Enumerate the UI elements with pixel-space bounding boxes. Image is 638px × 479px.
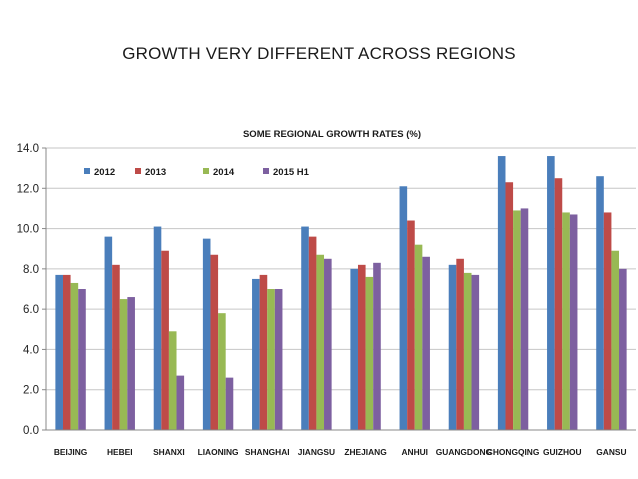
bar-jiangsu-2015-h1 — [324, 258, 332, 430]
bar-shanxi-2015-h1 — [176, 375, 185, 430]
bars — [55, 156, 627, 431]
bar-guizhou-2014 — [562, 212, 570, 430]
bar-gansu-2014 — [611, 250, 620, 430]
y-tick-label: 12.0 — [17, 183, 39, 195]
bar-jiangsu-2012 — [301, 226, 309, 430]
x-tick-label: ZHEJIANG — [344, 447, 386, 457]
bar-chongqing-2013 — [505, 182, 514, 430]
bar-beijing-2012 — [55, 274, 63, 430]
bar-guangdong-2014 — [463, 272, 472, 430]
bar-chongqing-2015-h1 — [520, 208, 529, 430]
x-tick-label: GUANGDONG — [436, 447, 492, 457]
bar-gansu-2013 — [603, 212, 612, 430]
bar-guangdong-2013 — [456, 258, 464, 430]
x-tick-label: GANSU — [596, 447, 626, 457]
bar-hebei-2012 — [104, 236, 113, 430]
bar-liaoning-2012 — [202, 238, 211, 430]
bar-hebei-2013 — [112, 264, 120, 430]
bar-zhejiang-2013 — [357, 264, 366, 430]
bar-guizhou-2015-h1 — [569, 214, 578, 430]
bar-shanghai-2014 — [267, 289, 275, 430]
bar-jiangsu-2013 — [308, 236, 317, 430]
bar-liaoning-2015-h1 — [225, 377, 234, 430]
bar-shanghai-2012 — [252, 278, 260, 430]
bar-anhui-2013 — [407, 220, 415, 430]
bar-beijing-2013 — [62, 274, 71, 430]
bar-zhejiang-2015-h1 — [373, 262, 381, 430]
legend-label: 2013 — [145, 167, 166, 178]
x-tick-label: LIAONING — [198, 447, 239, 457]
bar-shanxi-2012 — [153, 226, 162, 430]
bar-hebei-2014 — [119, 299, 128, 430]
x-tick-label: SHANGHAI — [245, 447, 290, 457]
bar-guizhou-2012 — [547, 156, 555, 431]
bar-hebei-2015-h1 — [127, 297, 135, 430]
axes: 0.0 2.0 4.0 6.0 8.0 10.0 12.0 14.0 BEIJING HEBEI S… — [17, 143, 636, 457]
bar-liaoning-2014 — [218, 313, 226, 430]
bar-jiangsu-2014 — [316, 254, 325, 430]
y-tick-label: 0.0 — [23, 425, 39, 437]
x-tick-label: SHANXI — [153, 447, 185, 457]
bar-chongqing-2012 — [497, 156, 506, 431]
legend-swatch — [203, 168, 209, 174]
y-tick-label: 14.0 — [17, 143, 39, 155]
legend-swatch — [135, 168, 141, 174]
bar-liaoning-2013 — [210, 254, 219, 430]
legend: 2012 2013 2014 2015 H1 — [84, 167, 310, 178]
bar-shanxi-2014 — [168, 331, 177, 430]
x-tick-label: ANHUI — [401, 447, 428, 457]
x-tick-label: JIANGSU — [298, 447, 335, 457]
legend-swatch — [84, 168, 90, 174]
bar-gansu-2012 — [596, 176, 604, 430]
bar-beijing-2015-h1 — [78, 289, 86, 430]
legend-label: 2014 — [213, 167, 235, 178]
y-tick-label: 6.0 — [23, 304, 39, 316]
x-tick-label: HEBEI — [107, 447, 133, 457]
bar-beijing-2014 — [70, 282, 79, 430]
bar-shanghai-2015-h1 — [274, 289, 283, 430]
bar-shanghai-2013 — [259, 274, 268, 430]
y-tick-label: 10.0 — [17, 224, 39, 236]
legend-label: 2015 H1 — [273, 167, 310, 178]
bar-zhejiang-2014 — [365, 276, 374, 430]
grid-lines — [46, 147, 636, 391]
chart-title: SOME REGIONAL GROWTH RATES (%) — [243, 129, 421, 140]
x-tick-label: BEIJING — [54, 447, 88, 457]
bar-zhejiang-2012 — [350, 268, 358, 430]
legend-swatch — [263, 168, 269, 174]
bar-guangdong-2015-h1 — [471, 274, 480, 430]
bar-anhui-2015-h1 — [422, 256, 430, 430]
y-tick-label: 2.0 — [23, 385, 39, 397]
bar-guizhou-2013 — [554, 178, 563, 430]
bar-anhui-2012 — [399, 186, 408, 430]
bar-shanxi-2013 — [161, 250, 169, 430]
x-tick-label: GUIZHOU — [543, 447, 582, 457]
x-tick-label: CHONGQING — [487, 447, 540, 457]
bar-anhui-2014 — [414, 244, 423, 430]
slide-title: GROWTH VERY DIFFERENT ACROSS REGIONS — [122, 44, 516, 63]
bar-chongqing-2014 — [513, 210, 521, 430]
y-tick-label: 4.0 — [23, 344, 39, 356]
y-tick-label: 8.0 — [23, 264, 39, 276]
bar-guangdong-2012 — [448, 264, 457, 430]
legend-label: 2012 — [94, 167, 115, 178]
bar-gansu-2015-h1 — [619, 268, 627, 430]
